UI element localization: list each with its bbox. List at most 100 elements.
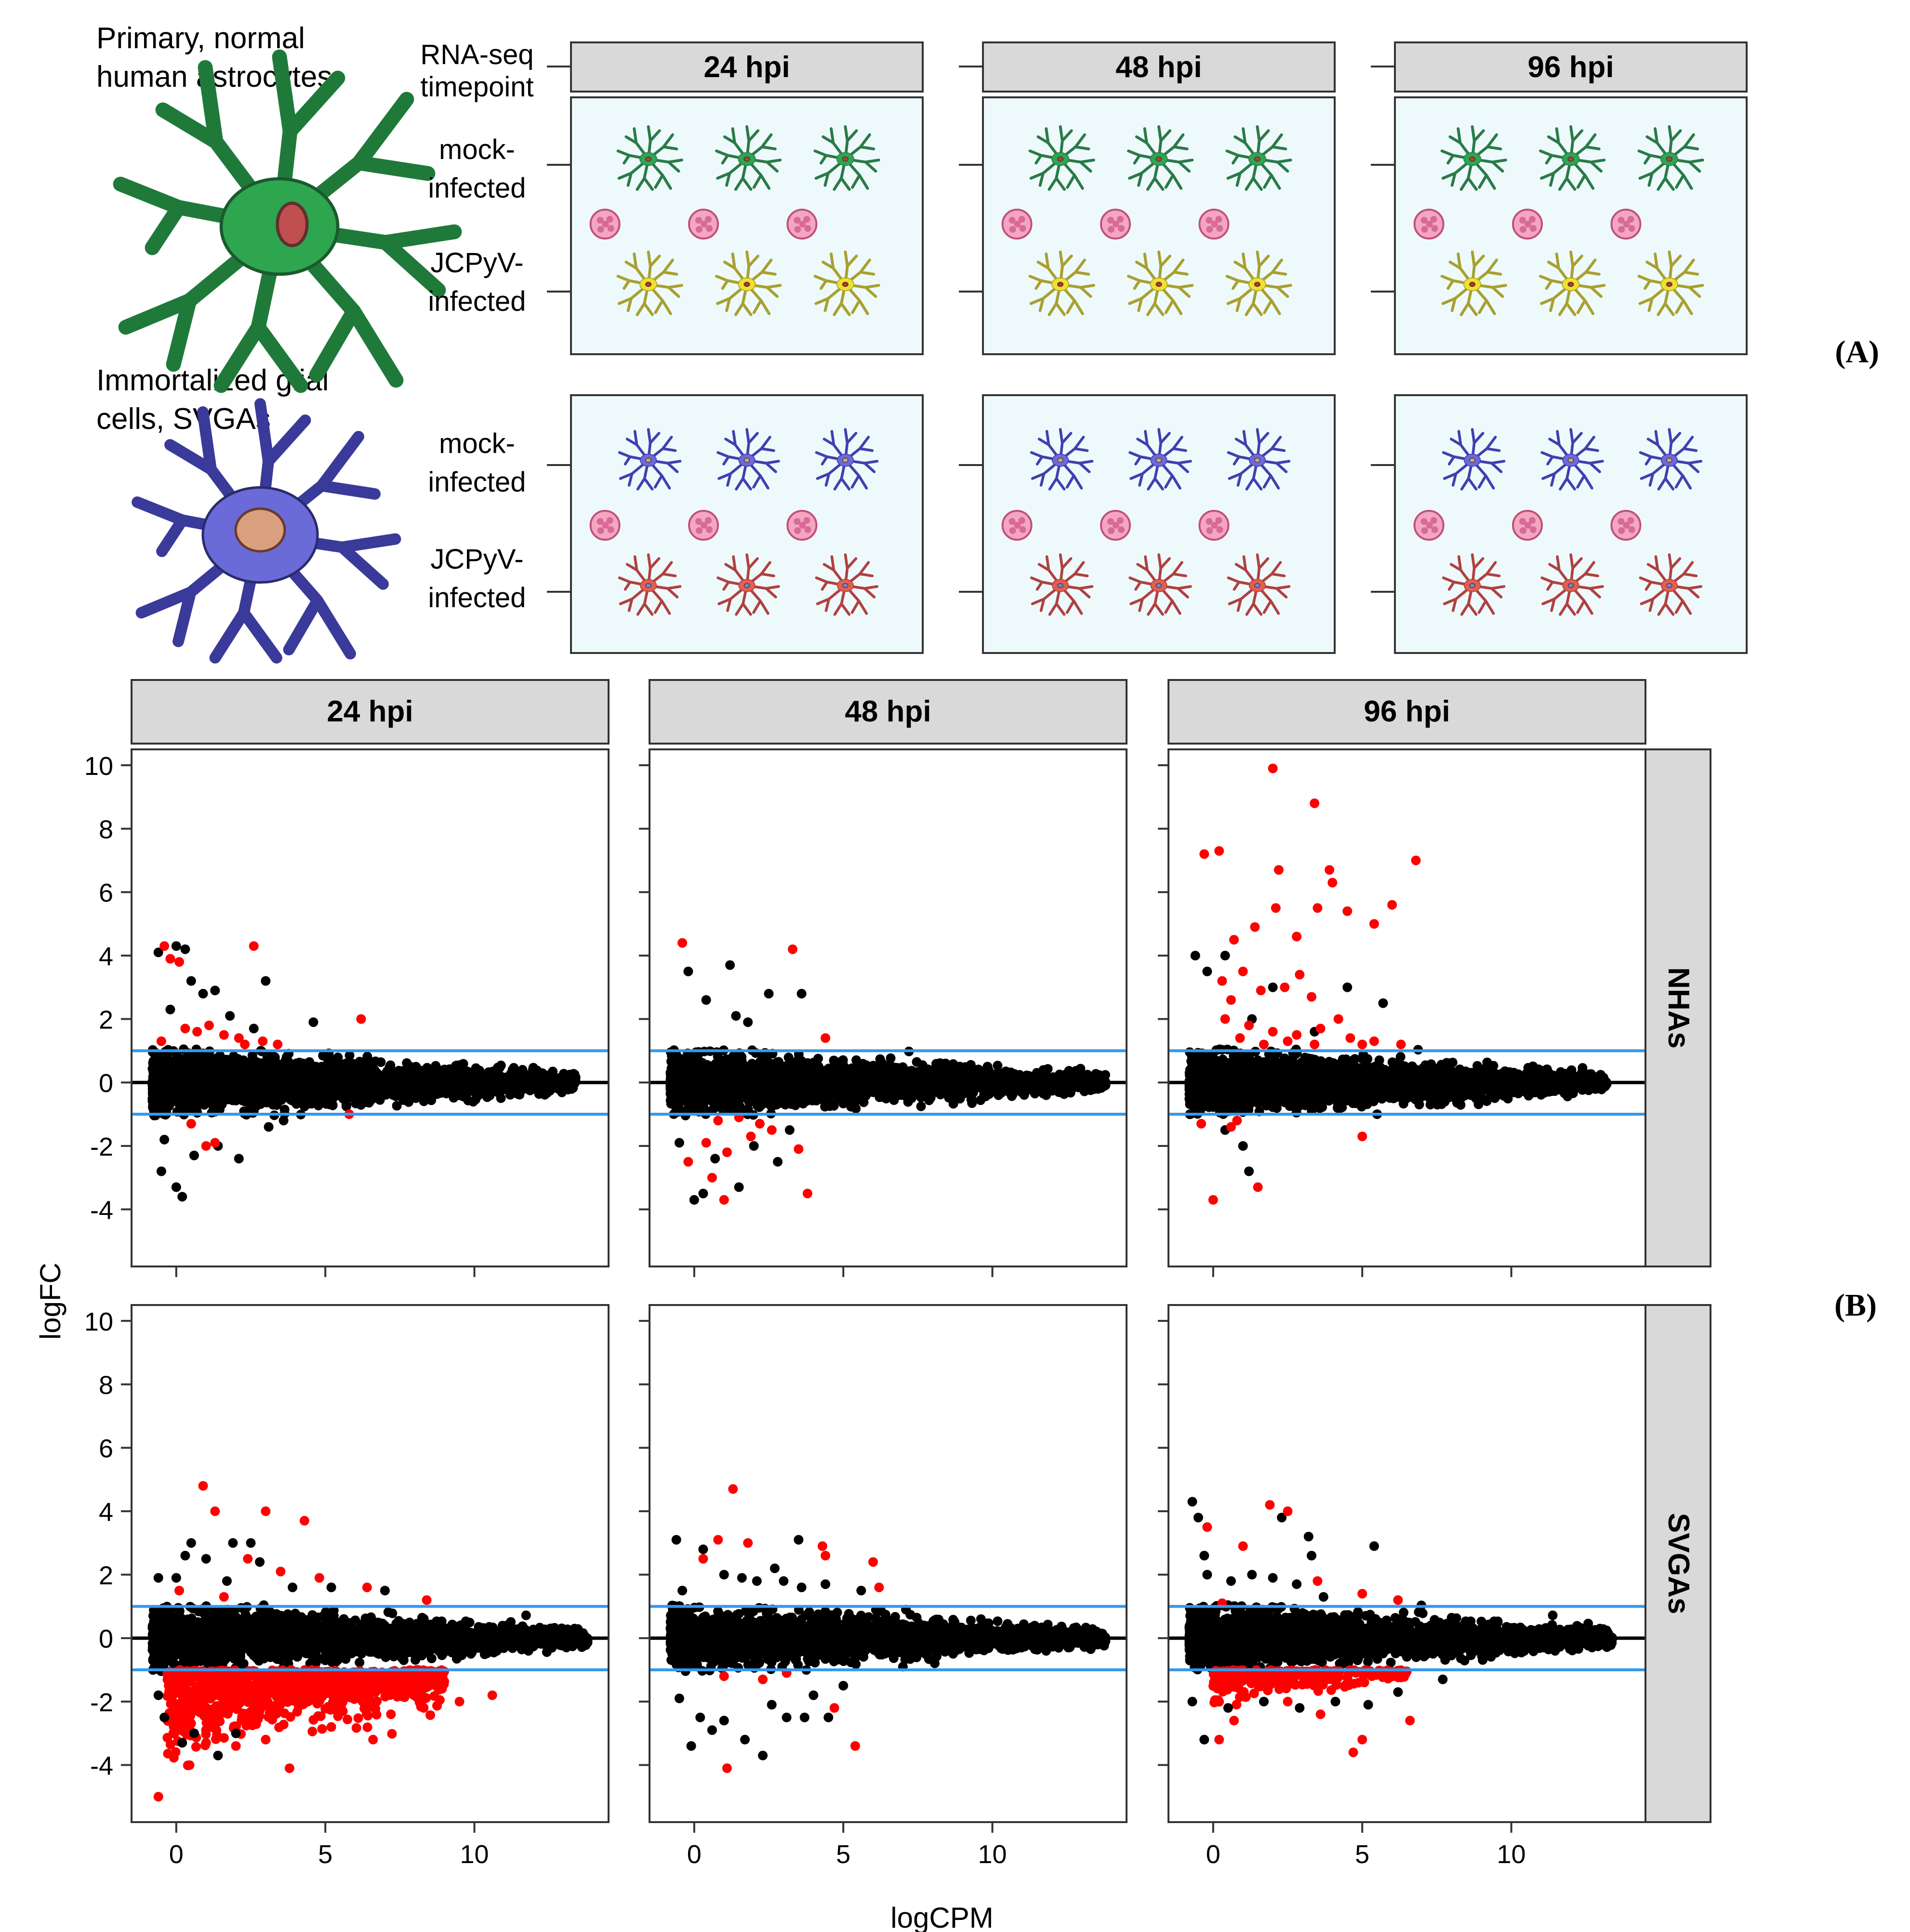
point-background-gene bbox=[229, 1051, 239, 1061]
point-background-gene bbox=[186, 1104, 196, 1114]
virus-icon bbox=[1001, 209, 1033, 240]
point-background-gene bbox=[670, 1086, 680, 1096]
virus-icon bbox=[1512, 209, 1543, 240]
point-background-gene bbox=[174, 1064, 184, 1073]
point-not-significant bbox=[264, 1122, 274, 1132]
point-significant bbox=[156, 1036, 166, 1046]
point-significant bbox=[273, 1039, 283, 1050]
point-background-gene bbox=[298, 1058, 308, 1068]
plot-background bbox=[650, 749, 1127, 1266]
point-not-significant bbox=[773, 1157, 783, 1167]
point-background-gene bbox=[931, 1059, 941, 1069]
point-background-gene bbox=[346, 1063, 356, 1073]
point-not-significant bbox=[177, 1192, 187, 1202]
mock-cell-icon bbox=[618, 127, 682, 189]
mock-cell-icon bbox=[1128, 127, 1192, 189]
point-background-gene bbox=[668, 1069, 678, 1079]
point-background-gene bbox=[1043, 1064, 1053, 1074]
point-background-gene bbox=[208, 1088, 218, 1098]
facet-column-label: 96 hpi bbox=[1364, 695, 1450, 728]
point-background-gene bbox=[769, 1091, 779, 1101]
point-background-gene bbox=[821, 1083, 831, 1093]
infected-cell-icon bbox=[620, 555, 680, 614]
point-background-gene bbox=[451, 1061, 461, 1071]
point-background-gene bbox=[158, 1085, 168, 1095]
point-background-gene bbox=[345, 1051, 355, 1061]
point-not-significant bbox=[153, 947, 163, 958]
mock-cell-icon bbox=[815, 127, 878, 189]
point-background-gene bbox=[170, 1071, 180, 1081]
point-significant bbox=[219, 1030, 229, 1040]
point-background-gene bbox=[709, 1090, 719, 1100]
point-background-gene bbox=[217, 1055, 227, 1065]
point-background-gene bbox=[848, 1088, 858, 1098]
point-background-gene bbox=[496, 1060, 506, 1070]
nha-jc-label-line1: JCPyV- bbox=[430, 247, 523, 279]
point-background-gene bbox=[967, 1098, 977, 1108]
point-background-gene bbox=[271, 1093, 281, 1103]
infected-cell-icon bbox=[716, 252, 780, 315]
infected-cell-icon bbox=[1227, 252, 1290, 315]
point-background-gene bbox=[447, 1082, 457, 1092]
point-background-gene bbox=[975, 1073, 985, 1083]
point-background-gene bbox=[341, 1101, 351, 1111]
point-background-gene bbox=[874, 1066, 884, 1076]
point-background-gene bbox=[693, 1095, 703, 1105]
point-background-gene bbox=[721, 1067, 731, 1078]
nha-mock-label-line2: infected bbox=[428, 173, 526, 204]
point-background-gene bbox=[820, 1071, 830, 1081]
point-background-gene bbox=[1057, 1073, 1067, 1083]
point-background-gene bbox=[954, 1084, 964, 1094]
point-background-gene bbox=[749, 1071, 759, 1081]
point-background-gene bbox=[252, 1093, 262, 1103]
virus-icon bbox=[1198, 209, 1230, 240]
point-background-gene bbox=[379, 1090, 389, 1100]
point-background-gene bbox=[307, 1071, 317, 1081]
point-background-gene bbox=[764, 1070, 774, 1080]
point-background-gene bbox=[527, 1084, 537, 1093]
point-background-gene bbox=[158, 1051, 168, 1061]
point-background-gene bbox=[994, 1084, 1004, 1094]
infected-cell-icon bbox=[718, 555, 779, 614]
point-background-gene bbox=[186, 1073, 196, 1083]
y-tick-label: 10 bbox=[84, 752, 113, 781]
point-background-gene bbox=[270, 1052, 279, 1062]
point-background-gene bbox=[217, 1099, 227, 1109]
point-not-significant bbox=[796, 988, 807, 999]
point-background-gene bbox=[328, 1093, 338, 1104]
point-background-gene bbox=[290, 1085, 300, 1095]
svga-mock-label-line1: mock- bbox=[439, 428, 515, 459]
point-background-gene bbox=[461, 1073, 471, 1083]
point-background-gene bbox=[376, 1057, 386, 1067]
point-significant bbox=[234, 1033, 244, 1043]
point-not-significant bbox=[731, 1011, 741, 1021]
schematic-header-label: 48 hpi bbox=[1115, 51, 1202, 84]
timepoint-label-line1: RNA-seq bbox=[420, 39, 533, 70]
point-background-gene bbox=[332, 1062, 343, 1072]
mock-cell-icon bbox=[1228, 429, 1289, 489]
facet-strip-column bbox=[1167, 679, 1646, 745]
panel-label-a: (A) bbox=[1835, 334, 1879, 370]
infected-cell-icon bbox=[1030, 252, 1094, 315]
facet-row-label: NHAs bbox=[1662, 967, 1695, 1049]
mock-cell-icon bbox=[1130, 429, 1191, 489]
infected-cell-icon bbox=[1640, 555, 1701, 614]
point-background-gene bbox=[178, 1098, 188, 1108]
svga-glial-illustration bbox=[137, 404, 396, 658]
y-tick-label: 2 bbox=[99, 1006, 113, 1035]
virus-icon bbox=[1413, 510, 1445, 541]
point-not-significant bbox=[159, 1134, 170, 1145]
point-background-gene bbox=[564, 1083, 574, 1093]
point-background-gene bbox=[754, 1102, 764, 1112]
timepoint-label-line2: timepoint bbox=[420, 71, 533, 103]
point-background-gene bbox=[716, 1055, 726, 1065]
point-significant bbox=[788, 944, 797, 954]
schematic-header-label: 24 hpi bbox=[703, 51, 790, 84]
point-background-gene bbox=[164, 1101, 174, 1111]
schematic-header bbox=[570, 41, 924, 93]
point-significant bbox=[159, 941, 170, 951]
point-background-gene bbox=[339, 1070, 348, 1080]
mock-cell-icon bbox=[1640, 429, 1701, 489]
point-not-significant bbox=[234, 1154, 244, 1164]
